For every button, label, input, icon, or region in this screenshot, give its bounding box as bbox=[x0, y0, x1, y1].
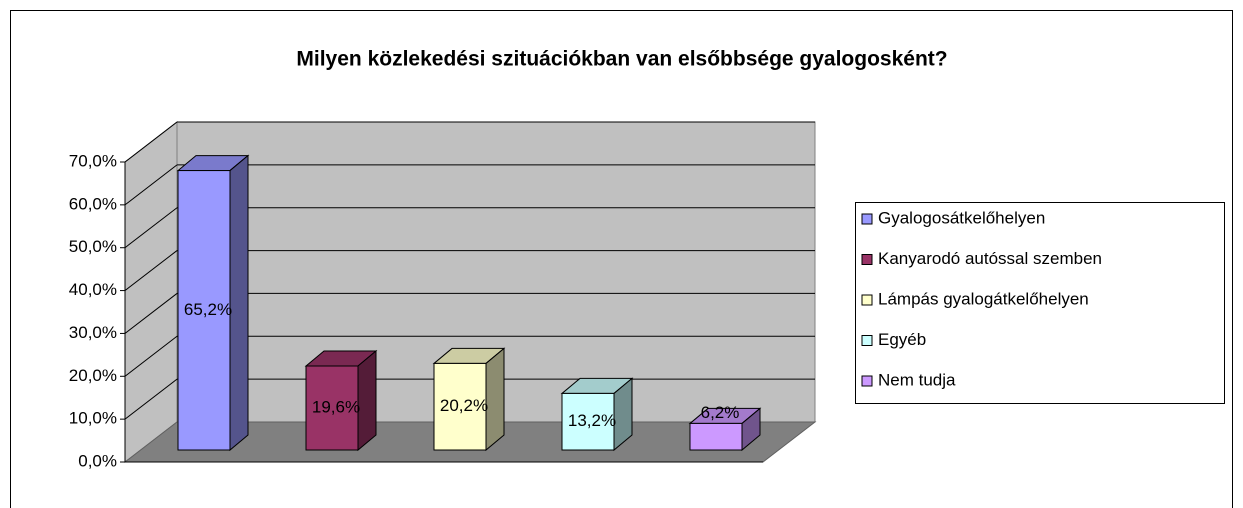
legend bbox=[855, 202, 1225, 404]
legend-label: Egyéb bbox=[878, 330, 926, 349]
value-label: 13,2% bbox=[568, 411, 616, 430]
side-wall bbox=[124, 120, 178, 464]
legend-swatch bbox=[861, 254, 873, 265]
bar bbox=[177, 170, 231, 451]
legend-label: Kanyarodó autóssal szemben bbox=[878, 249, 1102, 268]
grid-line bbox=[124, 250, 178, 291]
legend-swatch bbox=[861, 213, 873, 225]
legend-label: Gyalogosátkelőhelyen bbox=[878, 208, 1045, 227]
grid-line bbox=[124, 378, 178, 420]
grid-line bbox=[124, 335, 178, 377]
bar-side bbox=[229, 154, 249, 452]
legend-label: Nem tudja bbox=[878, 370, 956, 389]
grid-line bbox=[124, 121, 178, 163]
y-tick-label: 50,0% bbox=[69, 237, 117, 256]
y-tick-label: 20,0% bbox=[69, 366, 117, 385]
y-tick-label: 60,0% bbox=[69, 194, 117, 213]
value-label: 19,6% bbox=[312, 397, 360, 416]
bar bbox=[433, 362, 487, 451]
legend-label: Lámpás gyalogátkelőhelyen bbox=[878, 289, 1089, 308]
chart-title: Milyen közlekedési szituációkban van els… bbox=[296, 48, 947, 71]
y-tick-label: 70,0% bbox=[69, 151, 117, 170]
grid-line bbox=[124, 293, 178, 334]
grid-line bbox=[124, 164, 178, 206]
value-label: 20,2% bbox=[440, 396, 488, 415]
legend-swatch bbox=[861, 335, 873, 346]
bar bbox=[689, 422, 743, 451]
value-label: 65,2% bbox=[184, 300, 232, 319]
y-tick-label: 0,0% bbox=[78, 451, 117, 470]
grid-line bbox=[124, 207, 178, 249]
legend-swatch bbox=[861, 375, 873, 387]
bar-side bbox=[357, 349, 377, 452]
y-tick-label: 10,0% bbox=[69, 409, 117, 428]
bar bbox=[305, 365, 359, 451]
value-label: 6,2% bbox=[701, 403, 740, 422]
bar bbox=[561, 392, 615, 451]
legend-swatch bbox=[861, 294, 873, 306]
y-tick-label: 40,0% bbox=[69, 280, 117, 299]
y-tick-label: 30,0% bbox=[69, 323, 117, 342]
bar-side bbox=[485, 347, 505, 452]
